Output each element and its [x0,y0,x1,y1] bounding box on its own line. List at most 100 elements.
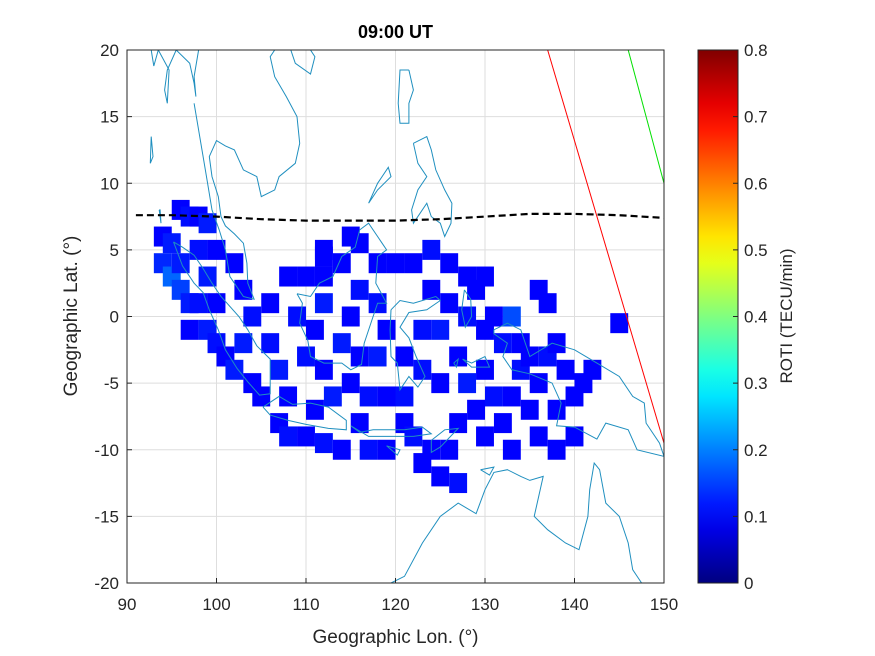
roti-cell [404,253,423,274]
roti-cell [314,266,333,287]
roti-cell [538,293,557,314]
roti-cell [189,293,208,314]
roti-cell [297,346,315,367]
x-tick-label: 120 [381,595,409,614]
colorbar-tick-label: 0.2 [744,441,768,460]
x-tick-label: 140 [560,595,588,614]
roti-cell [556,359,575,380]
roti-cell [332,253,351,274]
colorbar-label: ROTI (TECU/min) [777,248,796,383]
coastline [368,166,392,204]
x-tick-label: 100 [202,595,230,614]
roti-cell [610,313,629,334]
roti-cell [332,333,351,354]
coastline [296,222,388,371]
roti-cell [467,399,485,420]
roti-cell [332,439,351,460]
green-line [627,50,664,184]
colorbar-tick-label: 0.8 [744,41,768,60]
roti-cell [449,473,468,494]
roti-cell [476,426,494,447]
roti-cell [440,293,459,314]
colorbar-ticks: 0 0.1 0.2 0.3 0.4 0.5 0.6 0.7 0.8 [733,41,768,593]
x-axis-label: Geographic Lon. (°) [312,627,478,648]
chart-title: 09:00 UT [358,22,433,42]
roti-cell [395,346,414,367]
roti-cell [261,333,280,354]
roti-cell [440,253,459,274]
roti-cell [350,233,369,254]
colorbar-tick-label: 0.6 [744,174,768,193]
roti-cell [341,373,360,394]
roti-cell [225,253,244,274]
roti-cell [520,399,539,420]
y-axis-label: Geographic Lat. (°) [61,236,82,397]
roti-cell [279,266,298,287]
roti-cell [171,253,190,274]
y-tick-label: -20 [94,574,119,593]
roti-cell [270,359,289,380]
roti-cell [368,346,387,367]
colorbar [697,49,739,584]
roti-cell [314,293,333,314]
roti-cell [350,413,369,434]
roti-cell [431,466,450,487]
colorbar-tick-label: 0.1 [744,507,768,526]
coastline [411,135,453,238]
y-tick-label: -10 [94,441,119,460]
roti-cell [476,359,494,380]
coastline [290,50,316,75]
coastlines [149,50,664,583]
x-tick-label: 110 [292,595,319,614]
roti-cell [440,439,459,460]
roti-cell [225,359,244,380]
colorbar-tick-label: 0.5 [744,241,768,260]
coastline [453,357,460,369]
roti-cell [350,346,369,367]
roti-cell [359,439,378,460]
colorbar-tick-label: 0.4 [744,308,768,327]
roti-cell [297,426,315,447]
coastline [461,289,473,329]
coastline [149,136,154,164]
coastline [193,50,301,300]
x-axis-ticks: 90 100 110 120 130 140 150 [118,578,678,614]
coastline [493,322,664,457]
roti-cell [502,386,521,407]
x-tick-label: 150 [650,595,678,614]
coastline [430,427,460,454]
roti-cell [458,373,477,394]
roti-cell [476,266,494,287]
roti-cell [323,386,342,407]
x-tick-label: 90 [118,595,137,614]
roti-cell [377,439,396,460]
y-tick-label: 0 [110,308,119,327]
roti-cell [449,413,468,434]
roti-cell [386,253,405,274]
roti-cell [458,266,477,287]
roti-cell [162,233,181,254]
roti-cell [547,439,566,460]
y-tick-label: -15 [94,507,119,526]
roti-cell [583,359,602,380]
roti-cell [198,213,217,234]
roti-cell [314,433,333,454]
y-tick-label: -5 [104,374,119,393]
y-axis-ticks: 20 15 10 5 0 -5 -10 -15 -20 [94,41,132,593]
roti-cell [431,373,450,394]
roti-cell [547,333,566,354]
roti-cell [261,293,280,314]
roti-cell [279,386,298,407]
colorbar-tick-label: 0 [744,574,753,593]
roti-cell [413,319,432,340]
roti-cell [306,319,324,340]
roti-cell [279,426,298,447]
roti-cell [485,386,503,407]
y-tick-label: 10 [100,174,119,193]
red-line [547,50,664,444]
roti-cell [502,306,521,327]
roti-cell [529,373,548,394]
roti-cell [180,319,199,340]
coastline [173,241,271,396]
